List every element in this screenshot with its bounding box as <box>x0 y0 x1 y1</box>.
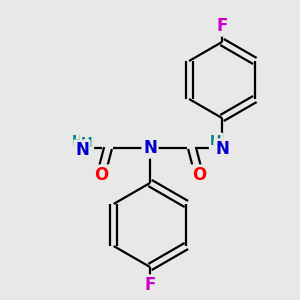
Text: O: O <box>192 166 206 184</box>
Text: F: F <box>144 276 156 294</box>
Text: O: O <box>94 166 108 184</box>
Text: H: H <box>210 134 222 148</box>
Text: N: N <box>215 140 229 158</box>
Text: F: F <box>216 17 228 35</box>
Text: N: N <box>75 141 89 159</box>
Text: H: H <box>81 136 93 150</box>
Text: N: N <box>143 139 157 157</box>
Text: H: H <box>72 134 84 148</box>
